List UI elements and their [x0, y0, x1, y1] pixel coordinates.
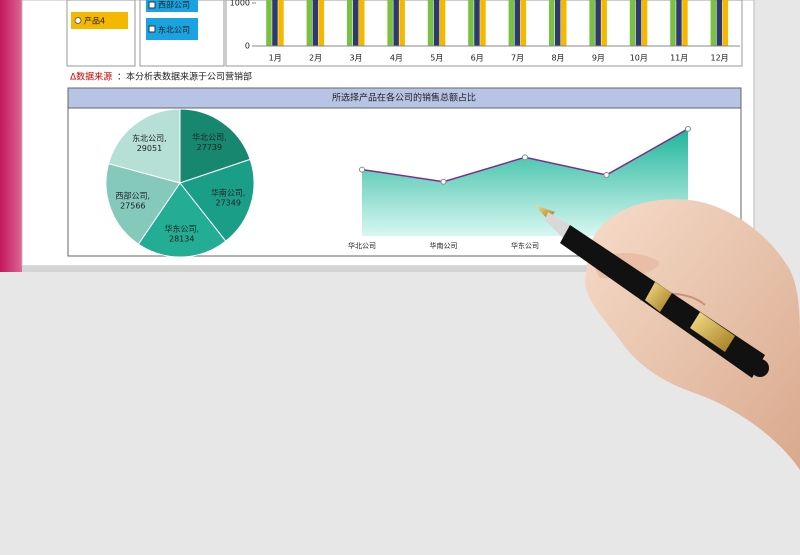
- data-label: 华东公司, 28134: [164, 223, 199, 243]
- x-tick-label: 华南公司: [430, 241, 458, 250]
- pie-slice: [137, 182, 227, 258]
- bar: [561, 0, 567, 46]
- bar: [635, 0, 642, 46]
- bar: [555, 0, 561, 46]
- bar: [427, 0, 434, 46]
- bar: [710, 0, 717, 46]
- y-tick-label: 1000: [230, 0, 250, 8]
- y-tick-label: 0: [245, 42, 250, 51]
- bar-plot: [266, 0, 729, 46]
- bar: [595, 0, 601, 46]
- x-tick-label: 8月: [551, 54, 564, 63]
- option-label: 产品4: [84, 16, 105, 26]
- bar: [601, 0, 607, 46]
- source-label: Δ数据来源: [70, 71, 112, 83]
- pie-slice: [105, 162, 181, 245]
- bar: [306, 0, 313, 46]
- pen: [535, 205, 769, 378]
- bar: [387, 0, 393, 46]
- x-tick-label: 3月: [349, 54, 362, 63]
- x-tick-label: 华北公司: [348, 241, 376, 250]
- x-tick-label: 5月: [430, 54, 443, 63]
- bar: [439, 0, 446, 46]
- data-label: 华南公司, 27349: [211, 187, 246, 207]
- bar: [722, 0, 729, 46]
- company-button[interactable]: [146, 0, 198, 12]
- area: [362, 128, 688, 236]
- bar: [272, 0, 278, 46]
- x-tick-label: 1月: [269, 54, 282, 63]
- x-tick-label: 2月: [309, 54, 322, 63]
- bar: [589, 0, 595, 46]
- x-tick-label: 10月: [630, 54, 648, 63]
- point: [440, 178, 447, 185]
- bar: [549, 0, 555, 46]
- company-button[interactable]: [146, 18, 198, 40]
- company-label: 东北公司: [158, 25, 190, 35]
- x-tick-label: 华东公司: [511, 241, 539, 250]
- radio[interactable]: [74, 17, 82, 24]
- sheet-shadow: [22, 266, 754, 272]
- option-button[interactable]: [71, 12, 128, 29]
- data-label: 西部公司, 27566: [116, 190, 151, 210]
- point: [359, 166, 365, 173]
- bar: [480, 0, 486, 46]
- checkbox[interactable]: [148, 25, 156, 33]
- point: [522, 154, 528, 161]
- bar: [670, 0, 676, 46]
- bar: [312, 0, 319, 46]
- bar: [433, 0, 440, 46]
- bar: [393, 0, 399, 46]
- x-tick-label: 7月: [511, 54, 524, 63]
- bar: [359, 0, 365, 46]
- pie-slice: [179, 108, 251, 184]
- bar: [514, 0, 521, 46]
- checkbox[interactable]: [148, 1, 156, 9]
- company-label: 西部公司: [158, 0, 190, 10]
- bar: [399, 0, 405, 46]
- bar: [318, 0, 325, 46]
- bar: [682, 0, 688, 46]
- bar: [520, 0, 527, 46]
- bar: [716, 0, 723, 46]
- data-label: 东北公司, 29051: [132, 133, 167, 153]
- section-header: [67, 87, 742, 109]
- bar: [508, 0, 515, 46]
- x-tick-label: 11月: [670, 54, 688, 63]
- bar: [278, 0, 284, 46]
- bar: [468, 0, 474, 46]
- pie-slice: [179, 158, 255, 242]
- point: [603, 171, 610, 178]
- bar: [676, 0, 682, 46]
- bar: [347, 0, 353, 46]
- source-text: ：本分析表数据来源于公司营销部: [117, 71, 252, 83]
- bar: [629, 0, 636, 46]
- x-tick-label: 4月: [390, 54, 403, 63]
- x-tick-label: 12月: [711, 54, 729, 63]
- point: [685, 125, 691, 132]
- bar: [641, 0, 648, 46]
- bar: [266, 0, 272, 46]
- x-tick-label: 6月: [471, 54, 484, 63]
- pie-slice: [107, 108, 181, 184]
- bar: [353, 0, 359, 46]
- x-tick-label: 9月: [592, 54, 605, 63]
- option-panel: [66, 0, 136, 67]
- bar: [474, 0, 480, 46]
- section-title: 所选择产品在各公司的销售总额占比: [332, 92, 476, 104]
- data-label: 华北公司, 27739: [192, 132, 227, 152]
